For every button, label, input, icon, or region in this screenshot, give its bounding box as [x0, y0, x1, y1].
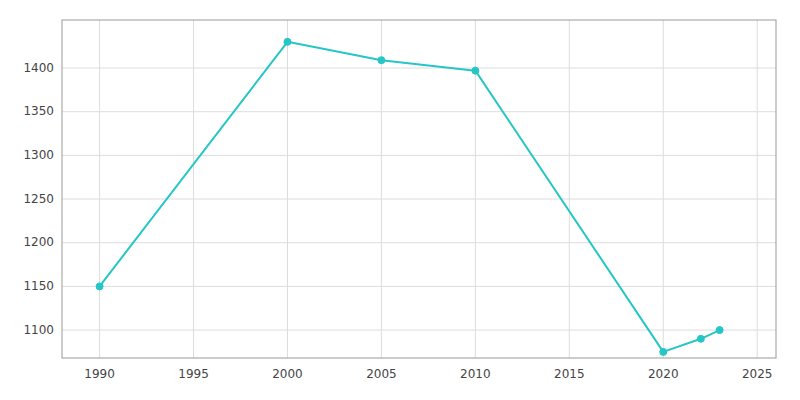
grid-line-x — [569, 20, 570, 358]
grid-line-x — [193, 20, 194, 358]
grid-line-y — [62, 199, 776, 200]
grid-line-x — [99, 20, 100, 358]
chart-container: 1100 1150 1200 1250 1300 1350 1400 1990 1995 2000… — [0, 0, 800, 400]
grid-line-y — [62, 155, 776, 156]
data-line — [100, 42, 720, 352]
grid — [62, 20, 776, 358]
y-tick-label: 1100 — [23, 323, 54, 337]
x-tick-label: 2015 — [554, 367, 585, 381]
x-tick-label: 1995 — [178, 367, 209, 381]
grid-line-y — [62, 242, 776, 243]
y-tick-label: 1150 — [23, 279, 54, 293]
grid-line-y — [62, 111, 776, 112]
axes: 1100 1150 1200 1250 1300 1350 1400 1990 1995 2000… — [23, 61, 772, 381]
data-point — [697, 335, 704, 342]
x-tick-label: 2010 — [460, 367, 491, 381]
grid-line-x — [663, 20, 664, 358]
x-tick-label: 2020 — [648, 367, 679, 381]
grid-line-x — [287, 20, 288, 358]
grid-line-y — [62, 68, 776, 69]
grid-line-x — [381, 20, 382, 358]
x-tick-label: 2005 — [366, 367, 397, 381]
y-tick-label: 1400 — [23, 61, 54, 75]
x-tick-label: 2000 — [272, 367, 303, 381]
y-tick-label: 1250 — [23, 192, 54, 206]
data-point — [378, 57, 385, 64]
data-point — [716, 327, 723, 334]
plot-frame — [62, 20, 776, 358]
grid-line-y — [62, 286, 776, 287]
y-tick-label: 1200 — [23, 235, 54, 249]
x-tick-label: 2025 — [742, 367, 773, 381]
x-tick-label: 1990 — [84, 367, 115, 381]
chart: 1100 1150 1200 1250 1300 1350 1400 1990 1995 2000… — [0, 0, 800, 400]
grid-line-y — [62, 330, 776, 331]
data-point — [284, 38, 291, 45]
y-tick-label: 1350 — [23, 104, 54, 118]
data-layer — [96, 38, 723, 355]
data-point — [660, 348, 667, 355]
y-tick-label: 1300 — [23, 148, 54, 162]
data-point — [472, 67, 479, 74]
data-point — [96, 283, 103, 290]
grid-line-x — [757, 20, 758, 358]
